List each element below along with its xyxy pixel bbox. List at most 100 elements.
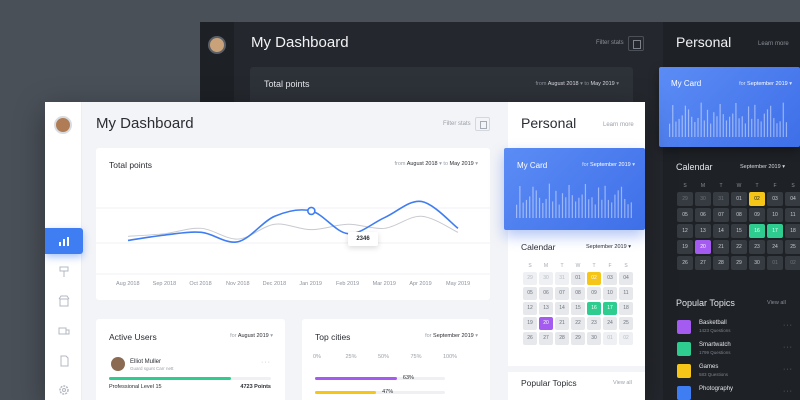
calendar-day[interactable]: 09 [749, 208, 765, 222]
calendar-day[interactable]: 07 [555, 287, 569, 300]
calendar-day[interactable]: 19 [523, 317, 537, 330]
more-options-icon[interactable]: ··· [783, 388, 793, 395]
calendar-day[interactable]: 06 [695, 208, 711, 222]
calendar-day[interactable]: 23 [749, 240, 765, 254]
calendar-day[interactable]: 29 [677, 192, 693, 206]
calendar-day[interactable]: 03 [767, 192, 783, 206]
calendar-day[interactable]: 27 [695, 256, 711, 270]
sidebar-item-documents[interactable] [45, 348, 82, 374]
more-options-icon[interactable]: ··· [783, 344, 793, 351]
dark-date-range[interactable]: from August 2018 ▾ to May 2019 ▾ [535, 81, 619, 87]
calendar-day[interactable]: 29 [523, 272, 537, 285]
calendar-day[interactable]: 18 [619, 302, 633, 315]
calendar-day[interactable]: 18 [785, 224, 800, 238]
calendar-day[interactable]: 17 [767, 224, 783, 238]
calendar-day[interactable]: 28 [713, 256, 729, 270]
dark-my-card[interactable]: My Card for September 2019 ▾ [659, 67, 800, 147]
calendar-day[interactable]: 01 [603, 332, 617, 345]
light-month-value[interactable]: September 2019 [590, 162, 631, 168]
calendar-day[interactable]: 24 [767, 240, 783, 254]
calendar-day[interactable]: 25 [619, 317, 633, 330]
dark-view-all-link[interactable]: View all [767, 300, 786, 306]
dark-calendar-month[interactable]: September 2019 ▾ [740, 164, 785, 170]
topic-item[interactable]: Basketball 1423 Questions ··· [677, 318, 797, 338]
calendar-day[interactable]: 12 [677, 224, 693, 238]
calendar-day[interactable]: 02 [749, 192, 765, 206]
calendar-day[interactable]: 11 [785, 208, 800, 222]
calendar-day[interactable]: 13 [539, 302, 553, 315]
calendar-day[interactable]: 07 [713, 208, 729, 222]
calendar-day[interactable]: 11 [619, 287, 633, 300]
light-filter-stats-label[interactable]: Filter stats [443, 121, 471, 127]
dark-calendar-month-value[interactable]: September 2019 [740, 164, 781, 170]
sidebar-item-settings[interactable] [45, 377, 82, 400]
more-options-icon[interactable]: ··· [783, 322, 793, 329]
calendar-day[interactable]: 16 [749, 224, 765, 238]
sidebar-item-delivery[interactable] [45, 318, 82, 344]
calendar-day[interactable]: 08 [731, 208, 747, 222]
calendar-day[interactable]: 26 [677, 256, 693, 270]
light-calendar-month-value[interactable]: September 2019 [586, 244, 627, 250]
calendar-day[interactable]: 27 [539, 332, 553, 345]
calendar-day[interactable]: 30 [587, 332, 601, 345]
calendar-day[interactable]: 08 [571, 287, 585, 300]
dark-filter-icon[interactable] [628, 36, 644, 51]
calendar-day[interactable]: 01 [731, 192, 747, 206]
calendar-day[interactable]: 01 [767, 256, 783, 270]
dark-filter-stats-label[interactable]: Filter stats [596, 40, 624, 46]
active-users-month[interactable]: for August 2019 ▾ [230, 333, 273, 339]
calendar-day[interactable]: 24 [603, 317, 617, 330]
more-options-icon[interactable]: ··· [261, 359, 271, 366]
calendar-day[interactable]: 22 [731, 240, 747, 254]
calendar-day[interactable]: 15 [731, 224, 747, 238]
calendar-day[interactable]: 15 [571, 302, 585, 315]
light-my-card[interactable]: My Card for September 2019 ▾ [504, 148, 645, 230]
calendar-day[interactable]: 04 [785, 192, 800, 206]
light-learn-more-link[interactable]: Learn more [603, 122, 634, 128]
calendar-day[interactable]: 20 [539, 317, 553, 330]
calendar-day[interactable]: 05 [677, 208, 693, 222]
light-my-card-month[interactable]: for September 2019 ▾ [582, 162, 635, 168]
light-user-avatar[interactable] [54, 116, 72, 134]
dark-user-avatar[interactable] [208, 36, 226, 54]
calendar-day[interactable]: 28 [555, 332, 569, 345]
calendar-day[interactable]: 02 [587, 272, 601, 285]
light-filter-icon[interactable] [475, 117, 490, 131]
topic-item[interactable]: Games 583 Questions ··· [677, 362, 797, 382]
active-users-month-value[interactable]: August 2019 [237, 333, 269, 339]
dark-to-value[interactable]: May 2019 [590, 81, 615, 87]
calendar-day[interactable]: 10 [603, 287, 617, 300]
total-points-date-range[interactable]: from August 2018 ▾ to May 2019 ▾ [394, 161, 478, 167]
calendar-day[interactable]: 16 [587, 302, 601, 315]
calendar-day[interactable]: 30 [539, 272, 553, 285]
calendar-day[interactable]: 14 [555, 302, 569, 315]
calendar-day[interactable]: 26 [523, 332, 537, 345]
calendar-day[interactable]: 06 [539, 287, 553, 300]
calendar-day[interactable]: 19 [677, 240, 693, 254]
calendar-day[interactable]: 09 [587, 287, 601, 300]
calendar-day[interactable]: 13 [695, 224, 711, 238]
calendar-day[interactable]: 31 [555, 272, 569, 285]
light-view-all-link[interactable]: View all [613, 380, 632, 386]
calendar-day[interactable]: 03 [603, 272, 617, 285]
top-cities-month[interactable]: for September 2019 ▾ [425, 333, 478, 339]
calendar-day[interactable]: 31 [713, 192, 729, 206]
calendar-day[interactable]: 04 [619, 272, 633, 285]
calendar-day[interactable]: 22 [571, 317, 585, 330]
dark-my-card-month[interactable]: for September 2019 ▾ [739, 81, 792, 87]
calendar-day[interactable]: 10 [767, 208, 783, 222]
calendar-day[interactable]: 29 [731, 256, 747, 270]
dark-learn-more-link[interactable]: Learn more [758, 41, 789, 47]
dark-from-value[interactable]: August 2018 [547, 81, 579, 87]
top-cities-month-value[interactable]: September 2019 [433, 333, 474, 339]
calendar-day[interactable]: 02 [619, 332, 633, 345]
sidebar-item-stats[interactable] [45, 228, 83, 254]
calendar-day[interactable]: 20 [695, 240, 711, 254]
calendar-day[interactable]: 12 [523, 302, 537, 315]
calendar-day[interactable]: 21 [555, 317, 569, 330]
calendar-day[interactable]: 05 [523, 287, 537, 300]
calendar-day[interactable]: 01 [571, 272, 585, 285]
calendar-day[interactable]: 30 [749, 256, 765, 270]
calendar-day[interactable]: 14 [713, 224, 729, 238]
calendar-day[interactable]: 25 [785, 240, 800, 254]
